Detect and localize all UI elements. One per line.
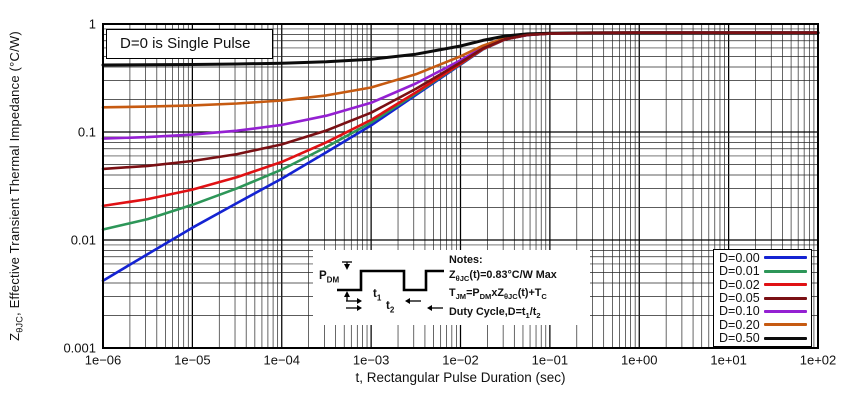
legend-item: D=0.20 [719,317,807,332]
t2-label: t2 [386,300,395,315]
x-tick-label: 1e+01 [710,353,747,368]
x-axis-title: t, Rectangular Pulse Duration (sec) [355,370,566,385]
pulse-definition-annotation: PDM t1 t2 Notes: ZθJC(t)=0.83°C/W Max TJ… [313,250,590,325]
x-tick-label: 1e+00 [621,353,658,368]
x-tick-label: 1e−05 [174,353,211,368]
y-tick-label: 1 [89,17,96,32]
t2-span-arrows [346,305,443,311]
legend-item-label: D=0.20 [719,317,760,332]
legend-color-line [763,336,807,340]
legend-color-line [763,323,807,327]
x-tick-label: 1e+02 [800,353,837,368]
pulse-waveform-diagram [337,261,444,311]
legend-color-line [763,296,807,300]
legend-item-label: D=0.10 [719,304,760,319]
legend-item: D=0.00 [719,250,807,265]
legend-item-label: D=0.50 [719,331,760,346]
legend-item-label: D=0.00 [719,250,760,265]
legend-color-line [763,309,807,313]
y-tick-label: 0.001 [63,341,96,356]
x-tick-label: 1e−03 [353,353,390,368]
legend: D=0.00 D=0.01 D=0.02 D=0.05 D=0.10 D=0.20 D=0.… [713,249,812,347]
t1-label: t1 [373,288,382,303]
x-tick-label: 1e−02 [442,353,479,368]
plot-border [102,23,819,349]
x-tick-label: 1e−06 [85,353,122,368]
legend-item: D=0.01 [719,264,807,279]
y-tick-label: 0.1 [78,125,96,140]
notes-block: Notes: ZθJC(t)=0.83°C/W Max TJM=PDMxZθJC… [449,253,557,323]
x-tick-label: 1e−01 [532,353,569,368]
x-tick-label: 1e−04 [263,353,300,368]
legend-item: D=0.50 [719,331,807,346]
legend-item: D=0.10 [719,304,807,319]
notes-line: Duty Cycle,D=t1/t2 [449,305,541,320]
legend-item-label: D=0.02 [719,277,760,292]
single-pulse-note-box: D=0 is Single Pulse [106,29,273,59]
curve-d-0.05 [101,31,820,171]
y-axis-title: ZθJC, Effective Transient Thermal Impeda… [7,31,25,341]
legend-item-label: D=0.01 [719,264,760,279]
notes-line: TJM=PDMxZθJC(t)+TC [449,287,547,302]
notes-line: Notes: [449,254,483,266]
legend-color-line [763,269,807,273]
legend-item-label: D=0.05 [719,291,760,305]
legend-item: D=0.02 [719,277,807,292]
legend-color-line [763,256,807,260]
y-tick-label: 0.01 [71,233,96,248]
notes-line: ZθJC(t)=0.83°C/W Max [449,268,557,283]
legend-color-line [763,283,807,287]
t1-span-arrows [346,298,421,304]
pdm-label: PDM [319,270,340,285]
single-pulse-note-text: D=0 is Single Pulse [120,35,251,52]
pulse-train-line [337,269,444,292]
amplitude-arrow [342,261,352,301]
legend-item: D=0.05 [719,291,807,305]
